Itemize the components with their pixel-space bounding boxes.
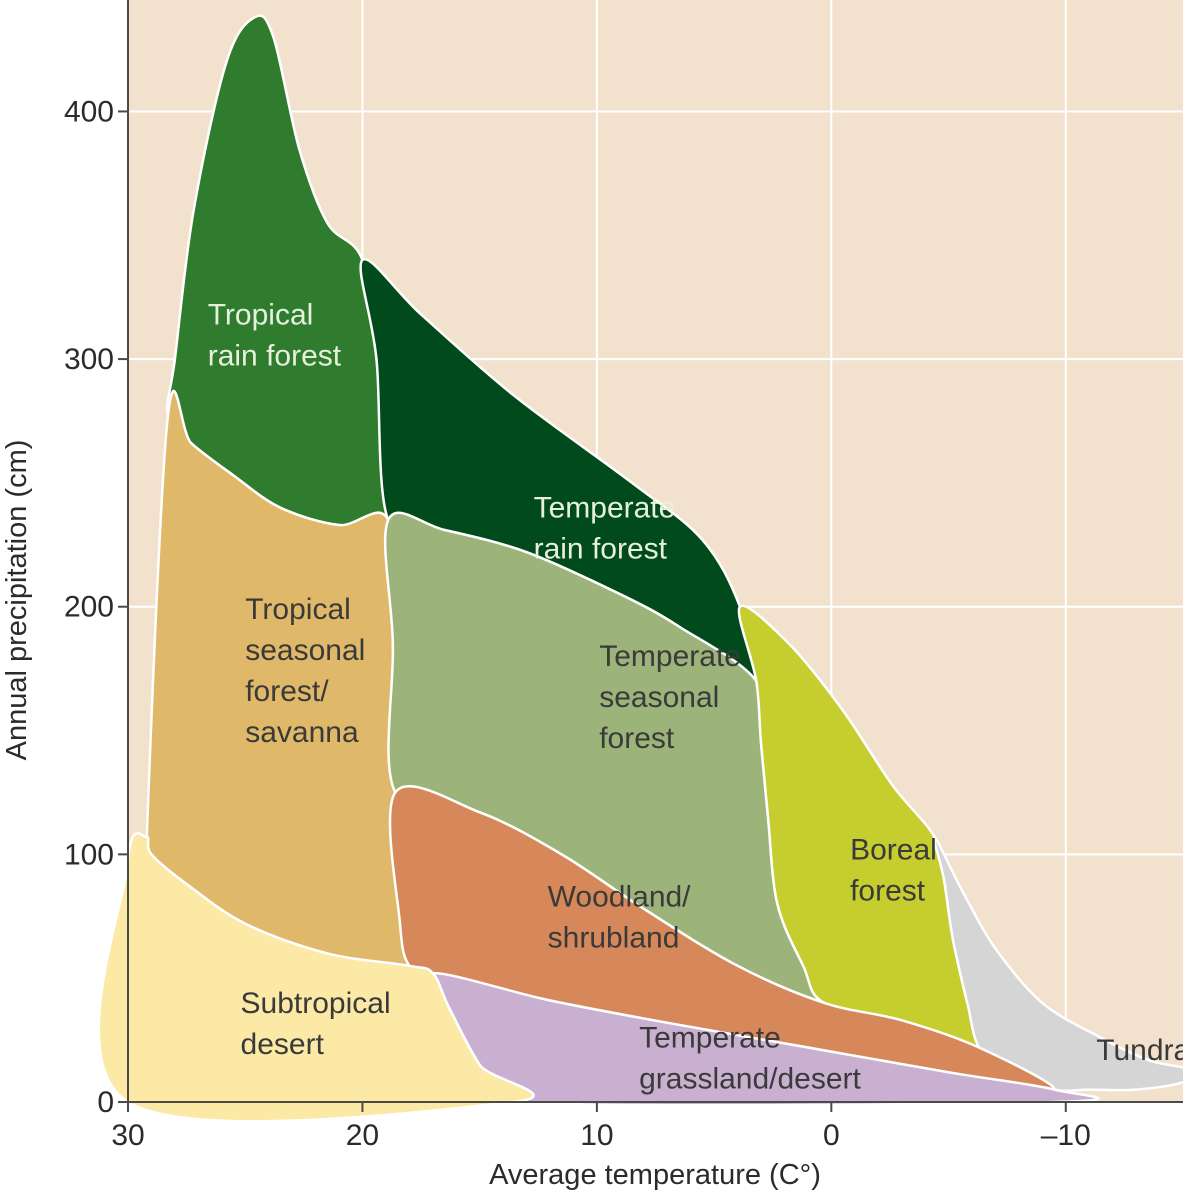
region-label-tropical-rain-forest: Tropical rain forest [208, 298, 342, 372]
region-label-subtropical-desert: Subtropical desert [241, 987, 391, 1061]
region-label-line: shrubland [548, 921, 680, 954]
biome-regions [97, 14, 1183, 1123]
region-label-line: grassland/desert [639, 1063, 861, 1096]
region-label-line: seasonal [245, 634, 365, 667]
y-axis-label: Annual precipitation (cm) [1, 440, 33, 761]
y-tick-label: 0 [97, 1086, 114, 1119]
region-label-line: forest/ [245, 675, 329, 708]
region-label-line: Temperate [534, 492, 676, 525]
axes [118, 0, 1183, 1112]
y-tick-label: 200 [64, 591, 114, 624]
x-tick-label: 20 [346, 1119, 379, 1152]
x-tick-label: 10 [580, 1119, 613, 1152]
region-label-line: Subtropical [241, 987, 391, 1020]
region-label-line: desert [241, 1028, 325, 1061]
y-tick-label: 300 [64, 343, 114, 376]
region-label-line: Tundra [1096, 1034, 1183, 1067]
region-label-line: Temperate [639, 1022, 781, 1055]
region-label-line: Boreal [850, 833, 937, 866]
y-tick-label: 100 [64, 838, 114, 871]
region-label-temperate-rain-forest: Temperate rain forest [534, 492, 676, 566]
region-label-line: forest [850, 874, 926, 907]
x-axis-label: Average temperature (C°) [489, 1159, 821, 1191]
region-label-temperate-grassland-desert: Temperate grassland/desert [639, 1022, 861, 1096]
region-label-line: rain forest [208, 339, 342, 372]
region-tundra [932, 835, 1183, 1093]
x-tick-label: 0 [823, 1119, 840, 1152]
region-label-tropical-seasonal-forest: Tropical seasonal forest/savanna [245, 593, 365, 749]
x-tick-label: –10 [1041, 1119, 1091, 1152]
region-subtropical-desert [97, 832, 535, 1123]
region-label-woodland-shrubland: Woodland/shrubland [548, 880, 692, 954]
x-tick-label: 30 [111, 1119, 144, 1152]
y-tick-label: 400 [64, 95, 114, 128]
region-label-tundra: Tundra [1096, 1034, 1183, 1067]
region-label-boreal-forest: Boreal forest [850, 833, 937, 907]
region-label-line: Tropical [245, 593, 351, 626]
region-label-line: Tropical [208, 298, 314, 331]
region-label-line: Woodland/ [548, 880, 692, 913]
region-label-line: rain forest [534, 533, 668, 566]
region-label-line: savanna [245, 716, 359, 749]
region-label-line: Temperate [599, 640, 741, 673]
region-label-temperate-seasonal-forest: Temperate seasonal forest [599, 640, 741, 755]
region-label-line: forest [599, 722, 675, 755]
region-label-line: seasonal [599, 681, 719, 714]
